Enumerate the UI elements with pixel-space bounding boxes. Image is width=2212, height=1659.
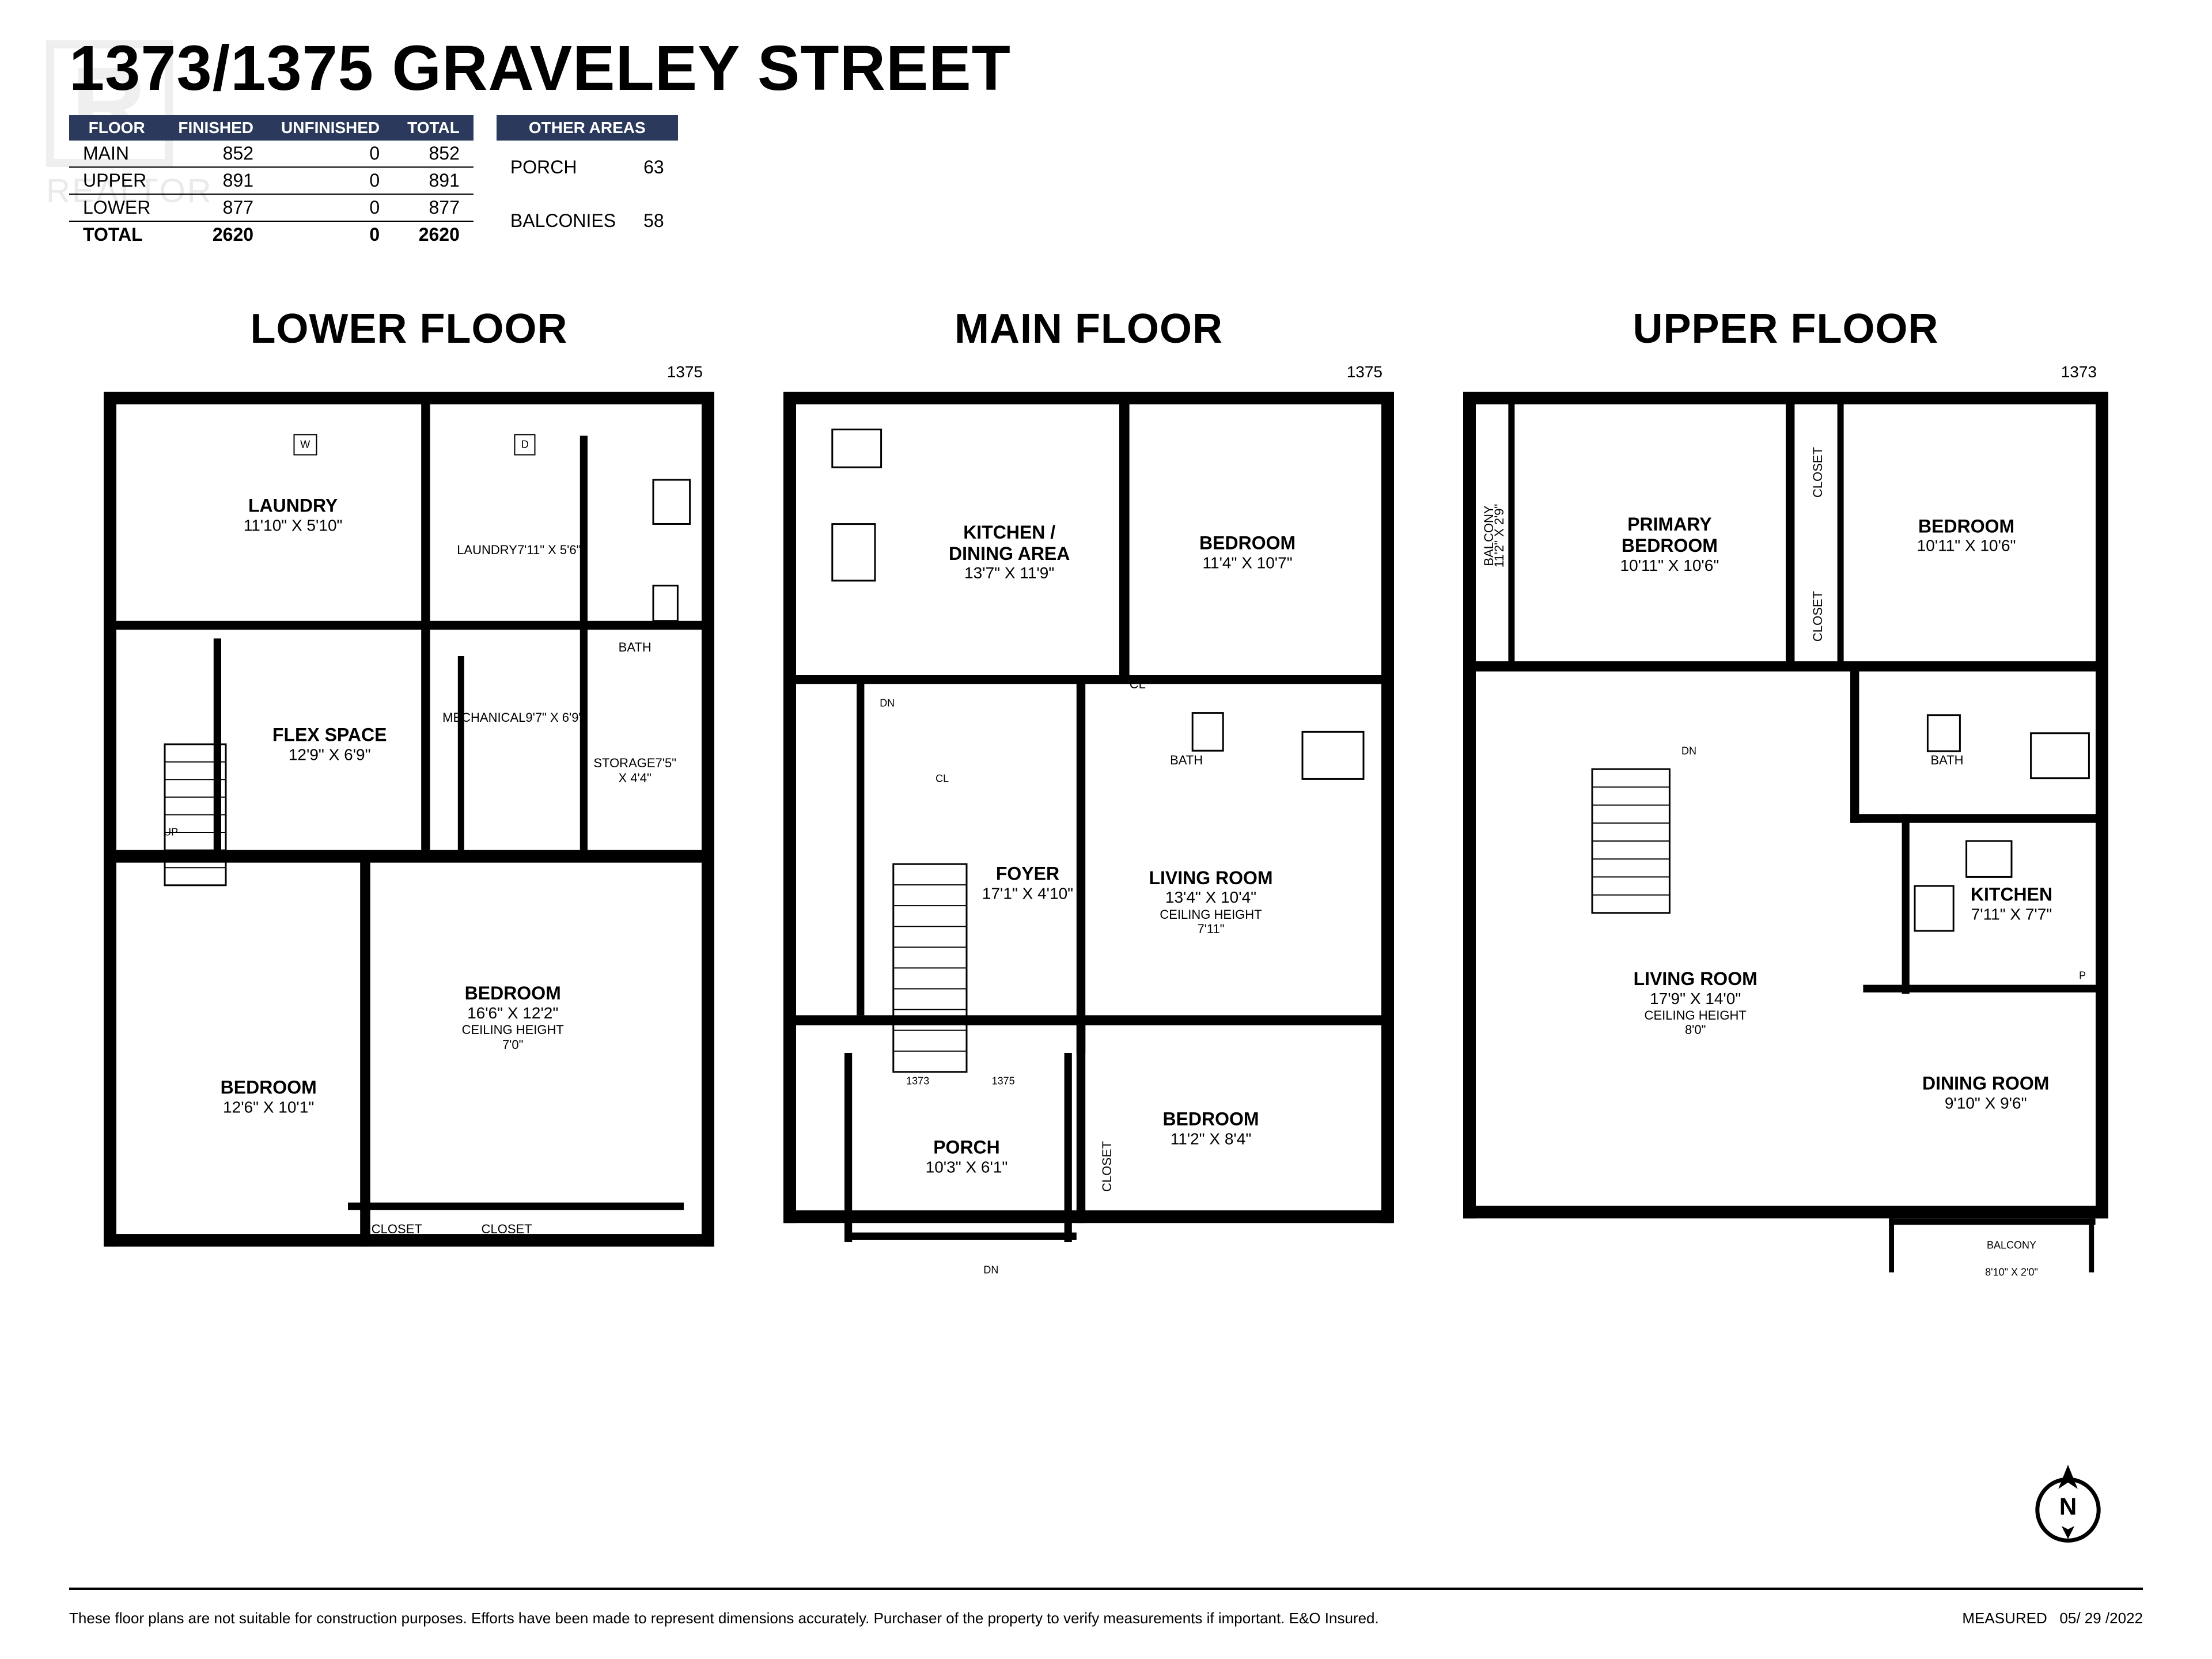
room-label: BEDROOM11'2" X 8'4" <box>1162 1109 1259 1149</box>
unit-number: 1373 <box>2061 363 2097 381</box>
floor-column: MAIN FLOOR1375KITCHEN /DINING AREA13'7" … <box>783 305 1394 1336</box>
other-areas-table: OTHER AREAS PORCH63BALCONIES58 <box>497 115 678 248</box>
room-label: CLOSET <box>482 1222 532 1237</box>
room-label: DINING ROOM9'10" X 9'6" <box>1922 1073 2049 1112</box>
plan-marker: CL <box>935 773 949 785</box>
footer-divider <box>69 1588 2143 1590</box>
unit-number: 1375 <box>667 363 703 381</box>
svg-text:N: N <box>2059 1493 2077 1520</box>
unit-number: 1375 <box>1347 363 1382 381</box>
room-label: FOYER17'1" X 4'10" <box>982 863 1073 903</box>
plan-marker: BALCONY <box>1987 1240 2036 1252</box>
room-label: FLEX SPACE12'9" X 6'9" <box>272 725 387 764</box>
room-label: BEDROOM12'6" X 10'1" <box>221 1077 317 1117</box>
room-label: BEDROOM11'4" X 10'7" <box>1199 532 1296 572</box>
floor-title: MAIN FLOOR <box>955 305 1223 353</box>
room-label: PRIMARYBEDROOM10'11" X 10'6" <box>1620 514 1719 575</box>
compass-icon: N <box>2028 1463 2108 1544</box>
plan-marker: UP <box>164 827 178 839</box>
plan-marker: W <box>293 434 317 455</box>
room-label: CLOSET <box>372 1222 422 1237</box>
footer: These floor plans are not suitable for c… <box>69 1609 2143 1627</box>
plan-marker: P <box>2079 970 2086 982</box>
plan-marker: DN <box>1681 745 1696 757</box>
room-label: LAUNDRY7'11" X 5'6" <box>457 543 581 558</box>
plan-marker: DN <box>880 698 895 710</box>
plan-marker: D <box>514 434 536 455</box>
area-table: FLOORFINISHEDUNFINISHEDTOTAL MAIN8520852… <box>69 115 474 248</box>
room-label: BATH <box>1930 753 1963 768</box>
measured-date: MEASURED 05/ 29 /2022 <box>1962 1609 2143 1627</box>
disclaimer-text: These floor plans are not suitable for c… <box>69 1609 1379 1627</box>
floor-title: UPPER FLOOR <box>1633 305 1938 353</box>
floor-plan: PRIMARYBEDROOM10'11" X 10'6" BEDROOM10'11… <box>1463 392 2108 1290</box>
room-label: LIVING ROOM17'9" X 14'0"CEILING HEIGHT8'… <box>1634 968 1758 1037</box>
room-label: CLOSET <box>1810 447 1825 498</box>
room-label: BATH <box>1170 753 1203 768</box>
floor-column: UPPER FLOOR 1373 PRIMARYBEDROOM10'11" X 10… <box>1463 305 2108 1336</box>
room-label: CLOSET <box>1810 591 1825 642</box>
floor-plan: KITCHEN /DINING AREA13'7" X 11'9" BEDROOM… <box>783 392 1394 1336</box>
plan-marker: 1375 <box>992 1075 1015 1088</box>
room-label: KITCHEN7'11" X 7'7" <box>1971 884 2052 924</box>
room-label: BEDROOM10'11" X 10'6" <box>1917 516 2016 555</box>
floor-column: LOWER FLOOR1375LAUNDRY11'10" X 5'10"LAUN… <box>104 305 714 1336</box>
plan-marker: 8'10" X 2'0" <box>1985 1266 2038 1278</box>
room-label: STORAGE7'5" X 4'4" <box>593 756 676 786</box>
room-label: CL <box>1130 677 1146 692</box>
room-label: 11'2" X 2'9" <box>1492 503 1507 567</box>
room-label: CLOSET <box>1100 1141 1115 1192</box>
plan-marker: DN <box>983 1264 998 1277</box>
room-label: KITCHEN /DINING AREA13'7" X 11'9" <box>949 522 1070 583</box>
plan-marker: 1373 <box>906 1075 929 1088</box>
page-title: 1373/1375 GRAVELEY STREET <box>69 32 1011 105</box>
room-label: LIVING ROOM13'4" X 10'4"CEILING HEIGHT7'… <box>1149 868 1272 937</box>
area-tables: FLOORFINISHEDUNFINISHEDTOTAL MAIN8520852… <box>69 115 678 248</box>
room-label: PORCH10'3" X 6'1" <box>926 1137 1008 1177</box>
room-label: BATH <box>619 640 652 655</box>
room-label: BEDROOM16'6" X 12'2"CEILING HEIGHT7'0" <box>462 983 564 1052</box>
room-label: MECHANICAL9'7" X 6'9" <box>442 710 583 725</box>
floor-plans-row: LOWER FLOOR1375LAUNDRY11'10" X 5'10"LAUN… <box>0 305 2212 1336</box>
floor-plan: LAUNDRY11'10" X 5'10" LAUNDRY7'11" X 5'6"… <box>104 392 714 1273</box>
floor-title: LOWER FLOOR <box>251 305 568 353</box>
room-label: LAUNDRY11'10" X 5'10" <box>244 495 343 535</box>
